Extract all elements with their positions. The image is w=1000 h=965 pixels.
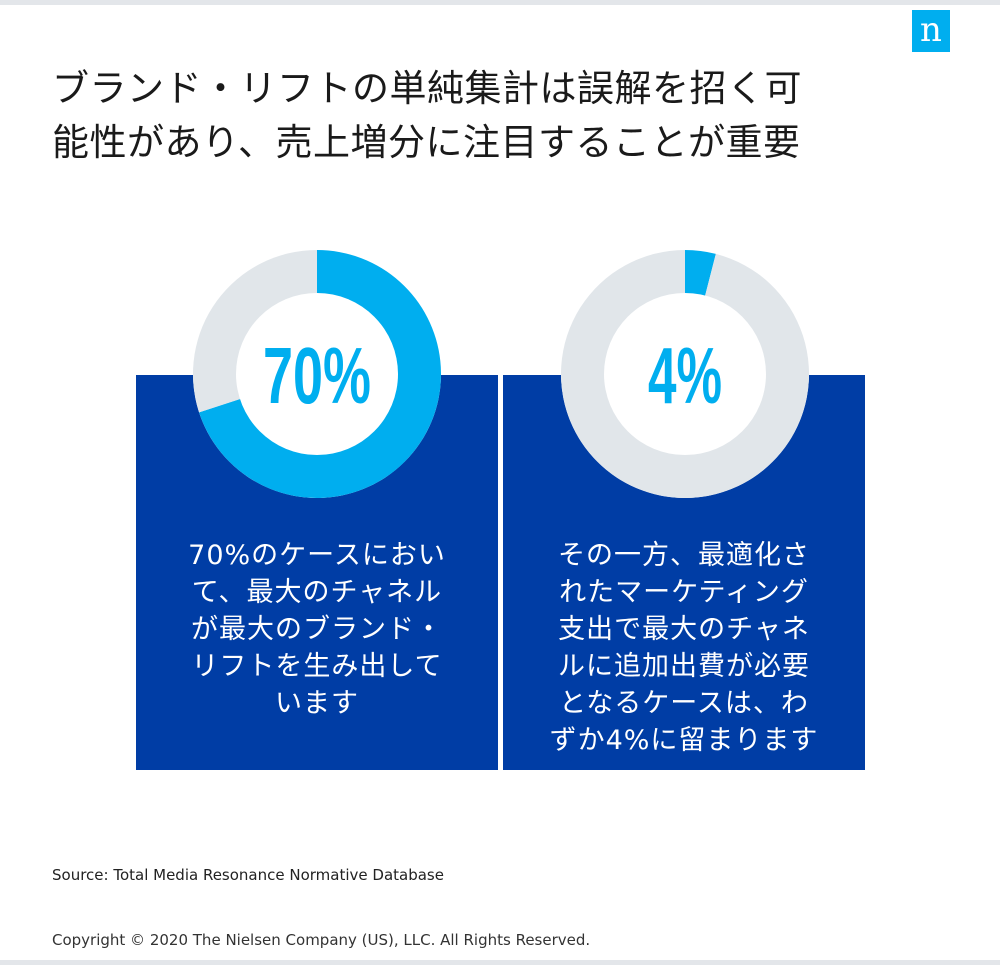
caption-4: その一方、最適化さ れたマーケティング 支出で最大のチャネ ルに追加出費が必要 … [503,537,865,759]
caption-70: 70%のケースにおい て、最大のチャネル が最大のブランド・ リフトを生み出して… [136,537,498,722]
copyright-note: Copyright © 2020 The Nielsen Company (US… [52,931,591,949]
caption-line: その一方、最適化さ [558,540,810,571]
title-line: ブランド・リフトの単純集計は誤解を招く可 [52,67,802,110]
caption-line: ずか4%に留まります [549,725,819,756]
donut-hole [604,293,766,455]
top-rule [0,0,1000,5]
caption-line: います [275,688,359,719]
donut-svg: 4% [561,250,809,498]
donut-center-label: 4% [648,331,722,420]
donut-chart-4: 4% [561,250,809,498]
caption-line: れたマーケティング [559,577,809,608]
caption-line: リフトを生み出して [191,651,443,682]
caption-line: ルに追加出費が必要 [558,651,810,682]
caption-line: 70%のケースにおい [188,540,446,571]
caption-line: が最大のブランド・ [191,614,443,645]
donut-center-label: 70% [263,331,371,420]
bottom-rule [0,960,1000,965]
stat-card-4: その一方、最適化さ れたマーケティング 支出で最大のチャネ ルに追加出費が必要 … [503,375,865,770]
caption-line: となるケースは、わ [559,688,809,719]
page-title: ブランド・リフトの単純集計は誤解を招く可 能性があり、売上増分に注目することが重… [52,62,912,170]
source-note: Source: Total Media Resonance Normative … [52,866,444,884]
donut-chart-70: 70% [193,250,441,498]
nielsen-logo: n [912,10,950,52]
caption-line: て、最大のチャネル [191,577,443,608]
donut-hole [236,293,398,455]
donut-svg: 70% [193,250,441,498]
caption-line: 支出で最大のチャネ [558,614,810,645]
title-line: 能性があり、売上増分に注目することが重要 [52,121,801,164]
